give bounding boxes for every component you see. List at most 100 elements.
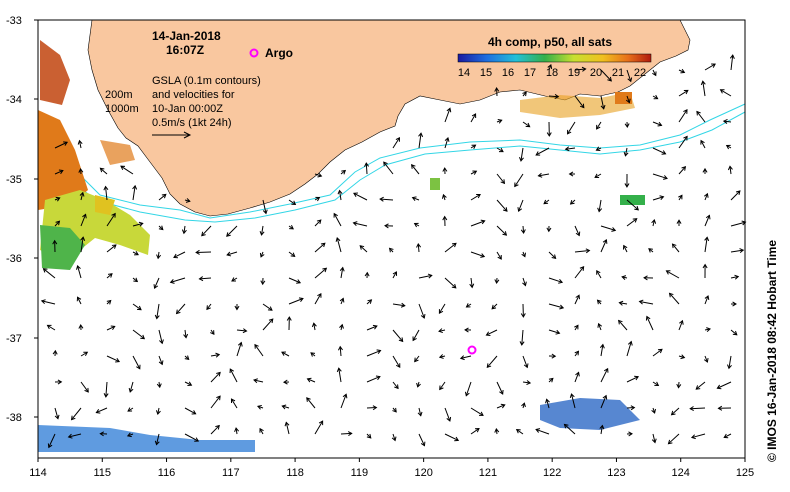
velocity-arrow-head xyxy=(400,302,406,308)
y-tick-label: -36 xyxy=(6,253,22,265)
velocity-arrow-head xyxy=(535,151,541,156)
velocity-arrow-head xyxy=(537,172,543,178)
velocity-arrow-head xyxy=(652,71,657,77)
velocity-arrow-head xyxy=(703,192,709,198)
velocity-arrow-head xyxy=(702,263,708,269)
velocity-arrow xyxy=(618,320,628,331)
velocity-arrow-head xyxy=(558,278,564,284)
velocity-arrow-head xyxy=(342,393,348,399)
velocity-arrow xyxy=(522,225,525,234)
velocity-arrow xyxy=(669,293,680,305)
velocity-arrow-head xyxy=(103,185,109,191)
velocity-arrow-head xyxy=(497,119,503,124)
velocity-arrow xyxy=(392,303,405,307)
x-tick-label: 118 xyxy=(286,467,304,479)
velocity-arrow xyxy=(444,108,451,123)
velocity-arrow-head xyxy=(256,404,262,410)
velocity-arrow-head xyxy=(111,244,117,249)
velocity-arrow-head xyxy=(226,251,232,257)
velocity-arrow xyxy=(340,298,344,305)
velocity-arrow xyxy=(678,166,686,175)
velocity-arrow xyxy=(80,351,88,357)
velocity-arrow-head xyxy=(643,275,648,281)
velocity-arrow-head xyxy=(153,284,159,290)
velocity-arrow xyxy=(678,320,683,331)
velocity-arrow xyxy=(548,251,556,259)
velocity-arrow xyxy=(600,344,604,357)
velocity-arrow xyxy=(696,111,706,123)
colorbar-tick-label: 16 xyxy=(502,67,514,79)
velocity-arrow xyxy=(574,295,580,305)
velocity-arrow-head xyxy=(497,254,502,260)
velocity-arrow-head xyxy=(77,139,83,145)
velocity-arrow-head xyxy=(291,200,297,206)
velocity-arrow-head xyxy=(310,352,316,357)
velocity-arrow xyxy=(548,303,564,309)
velocity-arrow-head xyxy=(625,98,631,104)
velocity-arrow xyxy=(173,251,186,258)
velocity-arrow xyxy=(210,425,220,435)
velocity-arrow-head xyxy=(545,398,550,404)
velocity-arrow xyxy=(418,433,425,446)
velocity-arrow-head xyxy=(281,351,286,356)
velocity-arrow-head xyxy=(154,440,160,446)
velocity-arrow-head xyxy=(427,273,433,279)
velocity-arrows xyxy=(40,54,747,449)
colorbar-tick-label: 20 xyxy=(590,67,602,79)
velocity-arrow-head xyxy=(140,334,146,340)
velocity-arrow-head xyxy=(690,434,696,440)
velocity-arrow-head xyxy=(657,121,663,127)
velocity-arrow-head xyxy=(438,309,444,314)
velocity-arrow-head xyxy=(67,433,73,439)
velocity-arrow-head xyxy=(520,229,526,234)
argo-marker xyxy=(467,345,477,355)
velocity-arrow-head xyxy=(156,383,162,389)
velocity-arrow xyxy=(600,239,607,253)
velocity-arrow xyxy=(259,428,264,435)
velocity-arrow xyxy=(626,199,639,211)
velocity-arrow-head xyxy=(83,351,89,357)
velocity-arrow xyxy=(231,277,238,282)
argo-legend-label: Argo xyxy=(265,46,293,60)
velocity-arrow-head xyxy=(667,439,673,445)
velocity-arrow-head xyxy=(115,357,121,363)
velocity-arrow-head xyxy=(500,403,506,409)
velocity-arrow-head xyxy=(441,193,447,199)
velocity-arrow-head xyxy=(132,184,138,190)
velocity-arrow-head xyxy=(575,371,580,377)
velocity-arrow-head xyxy=(502,231,508,236)
velocity-arrow xyxy=(521,329,524,345)
velocity-arrow-head xyxy=(311,322,317,328)
velocity-arrow-head xyxy=(702,167,708,173)
velocity-arrow xyxy=(210,395,221,409)
velocity-arrow xyxy=(96,407,108,414)
velocity-arrow-head xyxy=(364,271,370,277)
velocity-arrow xyxy=(106,325,115,331)
velocity-arrow xyxy=(48,433,56,448)
velocity-arrow xyxy=(538,173,550,177)
velocity-arrow-head xyxy=(480,253,486,258)
velocity-arrow xyxy=(652,196,664,201)
velocity-arrow-head xyxy=(296,279,302,284)
velocity-arrow-head xyxy=(729,54,735,59)
colorbar-ticks: 14 15 16 17 18 19 20 21 22 xyxy=(458,67,646,79)
velocity-arrow-head xyxy=(579,103,585,109)
velocity-arrow-head xyxy=(438,328,443,334)
velocity-arrow-head xyxy=(632,218,638,223)
velocity-arrow xyxy=(646,316,654,331)
velocity-arrow xyxy=(314,420,324,435)
velocity-arrow xyxy=(314,242,326,253)
velocity-arrow-head xyxy=(183,333,189,339)
velocity-arrow-head xyxy=(158,225,164,231)
velocity-arrow-head xyxy=(398,337,404,343)
velocity-arrow-head xyxy=(40,299,46,305)
velocity-arrow-head xyxy=(320,242,326,248)
x-axis: 114 115 116 117 118 119 120 121 122 123 124 125 xyxy=(29,458,754,479)
velocity-arrow xyxy=(414,355,420,362)
velocity-arrow xyxy=(359,245,368,253)
velocity-arrow xyxy=(596,270,602,279)
velocity-arrow xyxy=(314,173,322,177)
velocity-arrow xyxy=(444,277,457,289)
velocity-arrow xyxy=(184,329,187,338)
velocity-arrow-head xyxy=(651,218,657,224)
